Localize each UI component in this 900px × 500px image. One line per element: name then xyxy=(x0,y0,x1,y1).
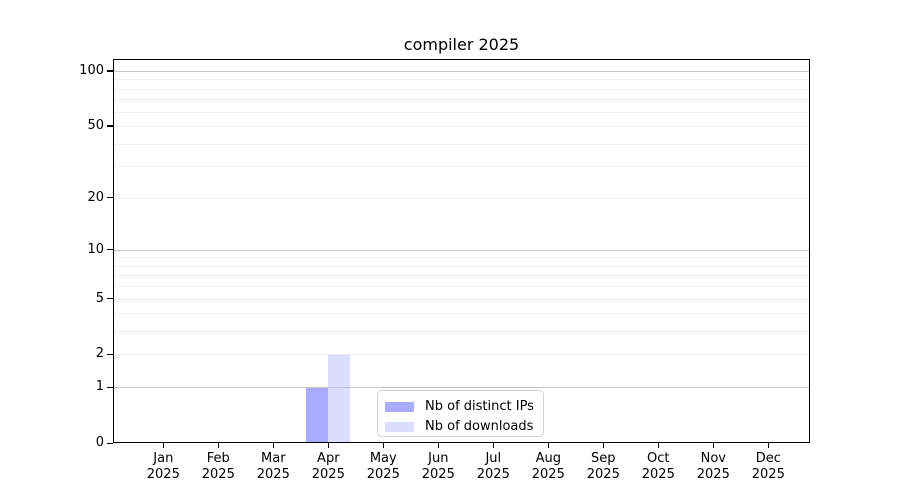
y-gridline-minor xyxy=(113,257,810,259)
x-tick-year: 2025 xyxy=(696,466,730,482)
x-tick-year: 2025 xyxy=(531,466,565,482)
y-gridline-minor xyxy=(113,286,810,288)
x-tick-year: 2025 xyxy=(366,466,400,482)
x-tick-label: May 2025 xyxy=(351,451,415,482)
legend-swatch-downloads xyxy=(385,421,414,432)
x-tick-month: Oct xyxy=(647,451,670,466)
plot-frame xyxy=(113,59,810,443)
y-gridline-minor xyxy=(113,79,810,81)
y-tick xyxy=(107,298,113,300)
chart-title: compiler 2025 xyxy=(403,35,520,54)
y-tick xyxy=(107,249,113,251)
x-tick-year: 2025 xyxy=(256,466,290,482)
y-tick-label: 100 xyxy=(79,62,104,78)
x-tick-month: Feb xyxy=(206,451,230,466)
x-tick-year: 2025 xyxy=(421,466,455,482)
y-gridline-minor xyxy=(113,313,810,315)
plot-area xyxy=(113,59,810,443)
x-tick-year: 2025 xyxy=(201,466,235,482)
y-tick-label: 1 xyxy=(95,379,104,395)
x-tick-label: Jun 2025 xyxy=(406,451,470,482)
y-tick xyxy=(107,386,113,388)
x-tick xyxy=(162,443,164,448)
x-tick-label: Jan 2025 xyxy=(131,451,195,482)
x-tick-month: Jun xyxy=(428,451,449,466)
x-tick xyxy=(712,443,714,448)
y-gridline-minor xyxy=(113,99,810,101)
legend-label-distinct-ips: Nb of distinct IPs xyxy=(425,399,534,414)
x-tick-month: Dec xyxy=(755,451,781,466)
legend-label-downloads: Nb of downloads xyxy=(425,419,534,434)
y-tick-label: 20 xyxy=(87,189,104,205)
y-tick xyxy=(107,125,113,127)
y-gridline xyxy=(113,125,810,127)
x-tick-label: Apr 2025 xyxy=(296,451,360,482)
y-gridline-minor xyxy=(113,143,810,145)
x-tick-year: 2025 xyxy=(146,466,180,482)
legend: Nb of distinct IPs Nb of downloads xyxy=(377,390,544,437)
x-tick-month: Mar xyxy=(261,451,286,466)
x-tick-label: Mar 2025 xyxy=(241,451,305,482)
y-gridline xyxy=(113,354,810,356)
y-gridline-minor xyxy=(113,275,810,277)
x-tick xyxy=(437,443,439,448)
bar-distinct-ips-apr xyxy=(306,387,329,443)
y-tick xyxy=(107,353,113,356)
x-tick-label: Dec 2025 xyxy=(736,451,800,482)
x-tick xyxy=(767,443,769,448)
x-tick-label: Oct 2025 xyxy=(626,451,690,482)
legend-swatch-distinct-ips xyxy=(385,401,414,412)
x-tick-year: 2025 xyxy=(751,466,785,482)
x-tick xyxy=(602,443,604,448)
x-tick xyxy=(382,443,384,448)
x-tick xyxy=(492,443,494,448)
legend-item-downloads: Nb of downloads xyxy=(385,418,543,435)
x-tick-month: Sep xyxy=(591,451,616,466)
x-tick-month: Apr xyxy=(317,451,340,466)
y-gridline xyxy=(113,298,810,300)
y-tick xyxy=(107,70,113,72)
x-tick-label: Nov 2025 xyxy=(681,451,745,482)
y-gridline-minor xyxy=(113,331,810,333)
x-tick-year: 2025 xyxy=(311,466,345,482)
y-tick xyxy=(107,197,113,199)
y-tick-label: 0 xyxy=(95,435,104,450)
y-gridline-minor xyxy=(113,265,810,267)
x-tick xyxy=(327,443,329,448)
bar-downloads-apr xyxy=(328,354,351,443)
y-gridline xyxy=(113,197,810,199)
x-tick-month: Jan xyxy=(153,451,174,466)
y-tick xyxy=(107,442,113,444)
x-tick-label: Aug 2025 xyxy=(516,451,580,482)
y-tick-label: 10 xyxy=(87,241,104,257)
x-tick xyxy=(657,443,659,448)
y-tick-label: 5 xyxy=(95,290,104,306)
x-tick xyxy=(272,443,274,448)
y-gridline-minor xyxy=(113,88,810,90)
x-tick-month: Nov xyxy=(700,451,726,466)
x-tick-label: Sep 2025 xyxy=(571,451,635,482)
y-gridline xyxy=(113,70,810,72)
legend-item-distinct-ips: Nb of distinct IPs xyxy=(385,398,543,415)
x-tick-month: May xyxy=(369,451,397,466)
x-tick-year: 2025 xyxy=(641,466,675,482)
x-tick xyxy=(547,443,549,448)
x-tick-year: 2025 xyxy=(476,466,510,482)
x-tick-label: Feb 2025 xyxy=(186,451,250,482)
y-tick-label: 2 xyxy=(95,346,104,362)
y-gridline xyxy=(113,387,810,389)
y-gridline xyxy=(113,249,810,251)
x-tick-month: Aug xyxy=(535,451,561,466)
y-gridline-minor xyxy=(113,111,810,113)
y-gridline-minor xyxy=(113,166,810,168)
x-tick xyxy=(217,443,219,448)
x-tick-month: Jul xyxy=(485,451,502,466)
x-tick-label: Jul 2025 xyxy=(461,451,525,482)
y-tick-label: 50 xyxy=(87,117,104,133)
x-tick-year: 2025 xyxy=(586,466,620,482)
